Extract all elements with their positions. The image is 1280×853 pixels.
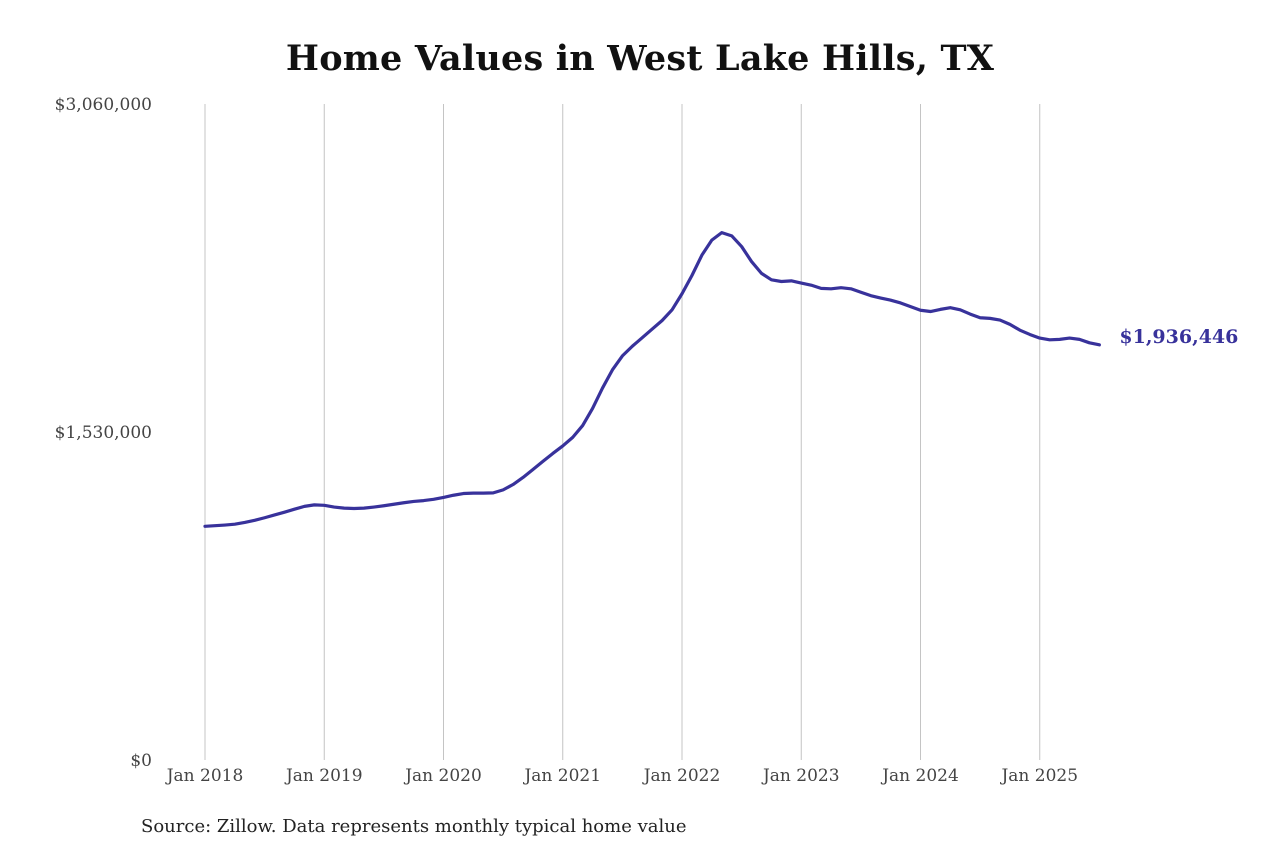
x-tick-label: Jan 2024 (880, 766, 959, 786)
series-layer (203, 231, 1101, 528)
x-tick-label: Jan 2021 (522, 766, 601, 786)
series-line (203, 231, 1101, 528)
y-tick-label: $1,530,000 (55, 423, 152, 443)
x-tick-label: Jan 2018 (165, 766, 244, 786)
chart-title: Home Values in West Lake Hills, TX (285, 38, 995, 79)
end-label-layer: $1,936,446 (1119, 326, 1238, 348)
x-tick-label: Jan 2023 (761, 766, 840, 786)
end-value-label: $1,936,446 (1119, 326, 1238, 348)
x-axis-ticks: Jan 2018 Jan 2019 Jan 2020 Jan 2021 Jan 2022… (165, 766, 1078, 786)
x-tick-label: Jan 2019 (284, 766, 363, 786)
y-axis-ticks: $0 $1,530,000 $3,060,000 (55, 95, 152, 771)
x-tick-label: Jan 2022 (642, 766, 721, 786)
y-tick-label: $0 (130, 751, 152, 771)
source-note: Source: Zillow. Data represents monthly … (141, 816, 687, 837)
x-tick-label: Jan 2020 (403, 766, 482, 786)
grid-lines (204, 104, 1041, 760)
y-tick-label: $3,060,000 (55, 95, 152, 115)
x-tick-label: Jan 2025 (999, 766, 1078, 786)
